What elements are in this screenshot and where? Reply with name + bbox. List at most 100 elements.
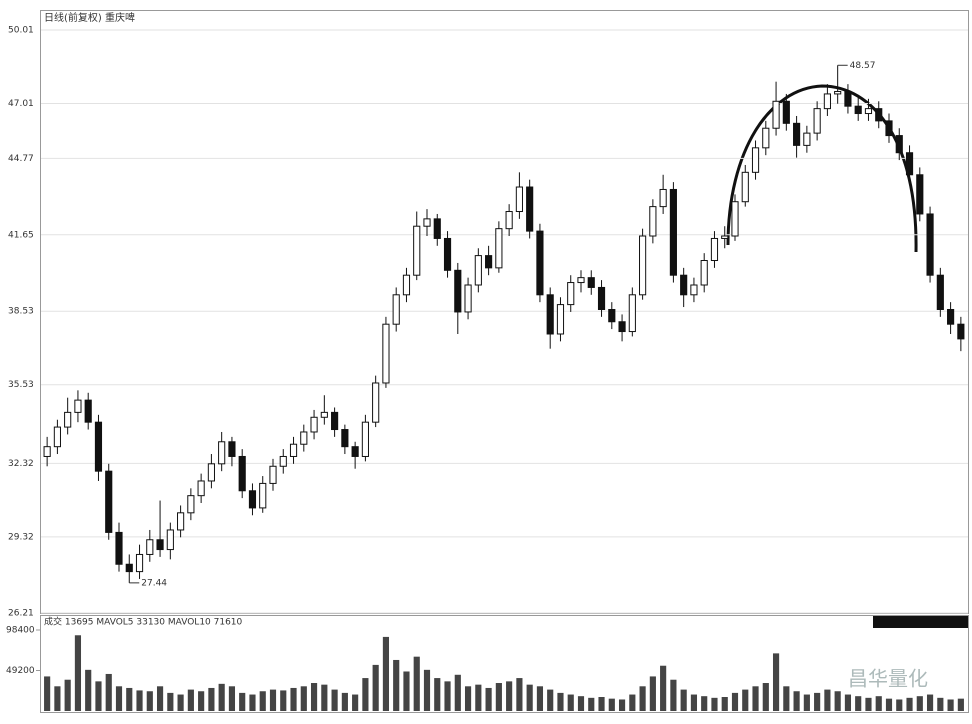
candle-body: [64, 411, 72, 428]
candle-body: [772, 100, 780, 129]
volume-bar: [588, 697, 595, 711]
volume-bar: [249, 694, 256, 711]
volume-bar: [721, 697, 728, 711]
volume-bar: [85, 669, 92, 711]
volume-bar: [916, 696, 923, 711]
volume-bar: [577, 696, 585, 711]
candle-body: [218, 441, 226, 465]
y-tick-label: 38.53: [8, 307, 34, 317]
candle-body: [710, 237, 719, 262]
volume-bar: [824, 689, 831, 711]
volume-bar: [321, 684, 328, 711]
volume-bar: [310, 683, 318, 711]
candle-body: [639, 235, 647, 296]
candle-body: [43, 446, 51, 457]
candle-body: [361, 421, 369, 457]
candle-body: [454, 269, 462, 313]
volume-tick-label: 49200: [6, 666, 35, 676]
watermark: 昌华量化: [848, 667, 928, 691]
volume-bar: [711, 697, 718, 711]
candle-body: [587, 277, 595, 288]
volume-bar: [495, 683, 502, 711]
candle-body: [156, 539, 164, 551]
candle-body: [957, 323, 965, 340]
volume-bar: [280, 690, 287, 711]
volume-bar: [413, 656, 420, 711]
volume-bar: [506, 681, 513, 711]
volume-badge: [873, 616, 968, 628]
candle-body: [947, 308, 955, 325]
candle-body: [269, 465, 277, 484]
volume-bar: [362, 678, 369, 711]
candle-body: [546, 294, 554, 335]
candle-body: [228, 441, 236, 457]
candle-body: [834, 90, 842, 95]
volume-bar: [475, 684, 482, 711]
volume-bar: [177, 694, 184, 711]
volume-bar: [146, 691, 153, 711]
volume-bar: [844, 694, 852, 711]
candle-body: [433, 218, 441, 239]
candle-body: [515, 186, 523, 213]
candle-body: [166, 529, 174, 551]
volume-bar: [239, 692, 246, 711]
volume-bar: [208, 687, 215, 711]
candle-body: [813, 108, 821, 134]
candle-body: [567, 282, 575, 306]
volume-bar: [557, 692, 564, 711]
volume-bar: [629, 694, 636, 711]
candle-body: [731, 201, 739, 237]
candle-body: [341, 429, 349, 448]
volume-bar: [660, 665, 667, 711]
volume-bar: [352, 694, 359, 711]
candle-body: [177, 512, 185, 531]
volume-bar: [814, 692, 821, 711]
volume-bar: [300, 686, 307, 711]
candle-body: [351, 446, 359, 457]
volume-bar: [290, 687, 297, 711]
candle-body: [474, 255, 482, 286]
volume-bar: [372, 664, 379, 711]
volume-bar: [670, 679, 677, 711]
annotation-label: 27.44: [141, 578, 167, 588]
candle-body: [320, 411, 328, 418]
volume-bar: [536, 686, 544, 711]
annotation-label: 48.57: [850, 61, 876, 71]
volume-bar: [793, 691, 800, 711]
candle-body: [464, 284, 472, 313]
candle-body: [577, 277, 585, 284]
y-tick-label: 50.01: [8, 26, 34, 36]
candle-body: [823, 93, 831, 110]
volume-bar: [701, 696, 708, 711]
candle-body: [926, 213, 934, 276]
candle-body: [238, 455, 246, 492]
candle-body: [413, 225, 421, 276]
candle-body: [741, 171, 749, 203]
volume-bar: [547, 689, 554, 711]
volume-bar: [218, 683, 225, 711]
candle-body: [721, 235, 729, 239]
volume-bar: [649, 676, 656, 711]
volume-bar: [454, 674, 461, 711]
candle-body: [94, 421, 103, 472]
candle-body: [135, 553, 144, 573]
candle-body: [905, 152, 914, 176]
volume-bar: [947, 699, 954, 711]
volume-bar: [896, 699, 903, 711]
candle-body: [700, 260, 708, 286]
volume-bar: [731, 692, 739, 711]
volume-bar: [526, 684, 533, 711]
volume-tick-label: 98400: [6, 626, 35, 636]
candle-body: [854, 105, 862, 115]
candle-body: [105, 470, 113, 533]
volume-bar: [865, 697, 872, 711]
volume-bar: [742, 689, 749, 711]
volume-bar: [54, 686, 61, 711]
candle-body: [618, 321, 626, 333]
candle-body: [402, 274, 411, 296]
candle-body: [495, 228, 503, 269]
candle-body: [669, 188, 677, 276]
volume-bar: [957, 698, 964, 711]
